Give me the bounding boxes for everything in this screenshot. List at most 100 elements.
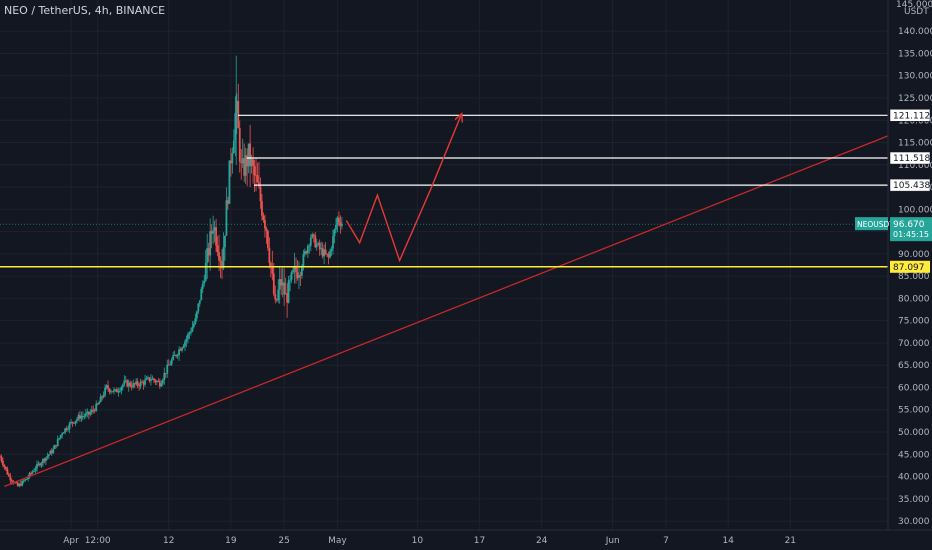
candle-body — [256, 175, 259, 183]
candle-body — [215, 227, 217, 246]
time-tick-label: 19 — [225, 536, 237, 546]
candle-body — [207, 248, 210, 256]
price-axis-background — [888, 0, 932, 550]
candle-body — [290, 272, 293, 280]
candle-body — [246, 155, 249, 167]
time-axis[interactable]: Apr 12:00 12 19 25 May 10 17 24 Jun 7 14 21 — [0, 529, 932, 550]
candle-body — [293, 266, 296, 270]
price-tick-label: 55.000 — [898, 406, 930, 416]
candle-body — [120, 387, 123, 391]
candle-body — [336, 217, 339, 225]
candle-body — [80, 416, 83, 419]
candles — [0, 55, 343, 488]
candle-body — [39, 463, 41, 466]
candle-body — [83, 415, 86, 417]
candle-body — [271, 267, 274, 274]
candle-body — [158, 381, 161, 387]
candle-body — [295, 266, 297, 273]
candle-body — [221, 261, 223, 269]
candle-body — [118, 390, 121, 392]
candle-body — [287, 280, 290, 303]
candle-body — [194, 318, 197, 324]
candle-body — [240, 161, 243, 164]
candle-body — [153, 378, 155, 381]
resistance-2-badge — [889, 151, 931, 165]
candle-body — [129, 382, 132, 387]
price-tick-label: 45.000 — [898, 450, 930, 460]
candle-body — [333, 229, 336, 237]
candle-body — [139, 381, 142, 387]
candle-body — [252, 159, 254, 167]
candle-body — [265, 228, 268, 231]
candle-body — [335, 224, 337, 230]
time-tick-label: Apr — [63, 536, 79, 546]
candle-body — [317, 242, 320, 245]
countdown-label: 01:45:15 — [893, 230, 929, 239]
candle-body — [99, 396, 102, 403]
candle-body — [172, 355, 175, 360]
candle-body — [292, 269, 294, 273]
candle-body — [170, 359, 173, 365]
candle-body — [284, 293, 287, 295]
candle-body — [65, 428, 68, 430]
candle-body — [138, 385, 141, 387]
candle-body — [200, 288, 203, 301]
candle-body — [113, 389, 115, 392]
price-tick-label: 75.000 — [898, 317, 930, 327]
price-axis[interactable]: 30.000 35.000 40.000 45.000 50.000 55.000 60.0… — [855, 0, 932, 550]
candle-body — [283, 282, 286, 295]
candle-body — [145, 378, 148, 380]
candle-body — [340, 224, 343, 226]
price-tick-label: 85.000 — [898, 272, 930, 282]
candle-body — [64, 428, 67, 433]
candle-body — [216, 245, 219, 253]
candle-body — [175, 354, 178, 356]
candle-body — [141, 381, 143, 383]
candle-body — [187, 334, 189, 339]
candle-body — [160, 383, 163, 387]
top-price-label: 145.000 — [896, 0, 932, 10]
candle-body — [281, 282, 284, 286]
candle-body — [52, 449, 55, 454]
resistance-2-label: 111.518 — [893, 154, 930, 164]
candle-body — [179, 349, 182, 351]
candle-body — [7, 474, 10, 477]
candle-body — [154, 380, 157, 383]
candle-body — [79, 415, 81, 419]
candle-body — [190, 331, 192, 333]
candle-body — [209, 231, 212, 256]
candle-body — [243, 158, 246, 176]
candle-body — [249, 143, 252, 167]
candle-body — [277, 289, 280, 301]
candle-body — [19, 483, 22, 486]
chart-title: NEO / TetherUS, 4h, BINANCE — [4, 4, 165, 17]
candle-body — [301, 266, 303, 276]
time-tick-label: May — [328, 536, 347, 546]
candle-body — [61, 433, 64, 436]
candle-body — [43, 459, 46, 462]
candle-body — [213, 227, 216, 231]
candle-body — [0, 456, 3, 462]
projection-path[interactable] — [345, 113, 463, 263]
candle-body — [49, 450, 52, 455]
candle-body — [53, 445, 56, 450]
candle-body — [136, 381, 139, 386]
candle-body — [135, 381, 138, 385]
candle-body — [222, 247, 225, 269]
candle-body — [55, 445, 58, 447]
candle-body — [44, 457, 47, 462]
candle-body — [225, 200, 228, 236]
rising-trendline[interactable] — [4, 135, 889, 487]
current-price-label: 96.670 — [893, 220, 925, 230]
candle-body — [150, 379, 152, 382]
candle-body — [188, 332, 191, 335]
candle-body — [298, 275, 300, 279]
candle-body — [157, 381, 160, 383]
candle-body — [244, 155, 247, 176]
candle-body — [234, 113, 237, 141]
currency-label: USDT — [904, 7, 929, 17]
price-tick-label: 40.000 — [898, 473, 930, 483]
candle-body — [15, 482, 18, 484]
candle-body — [303, 251, 306, 255]
